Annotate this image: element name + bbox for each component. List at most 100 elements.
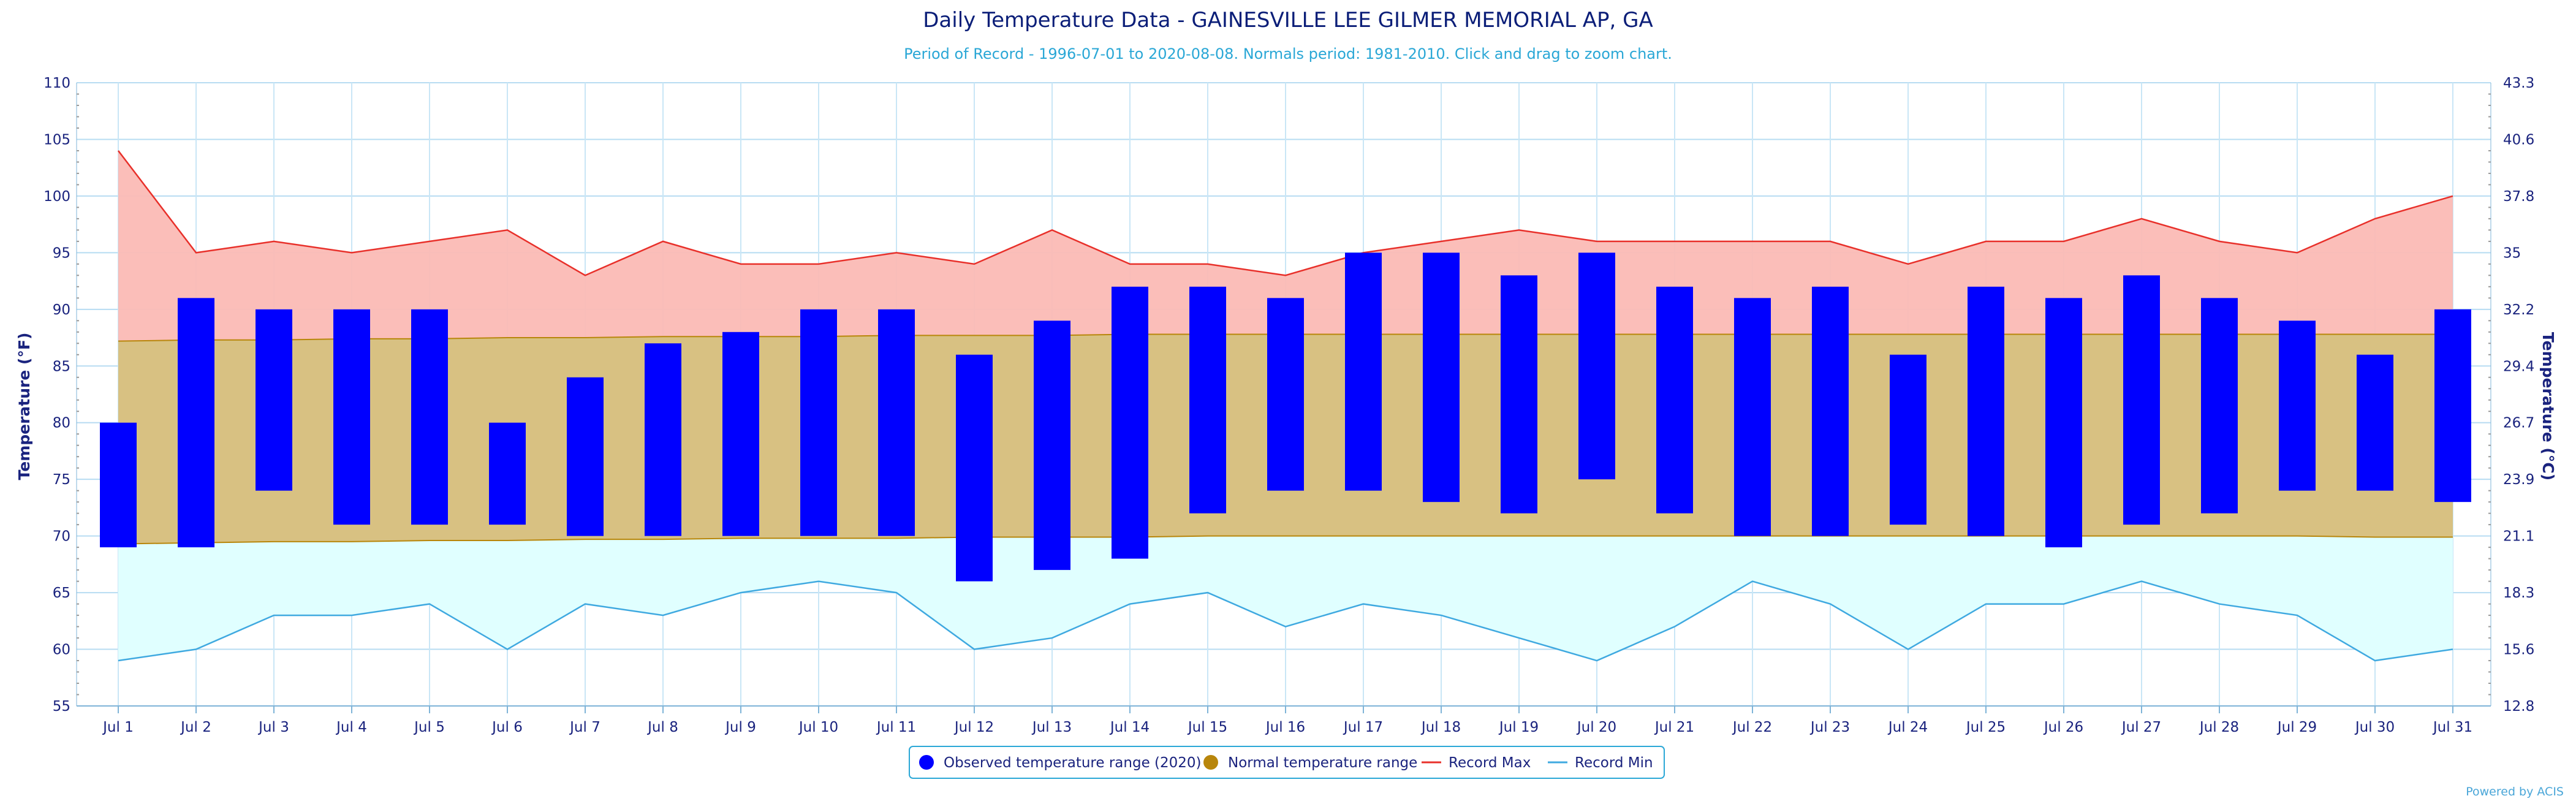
x-tick-label: Jul 20 <box>1576 719 1616 735</box>
x-tick-label: Jul 31 <box>2432 719 2472 735</box>
y2-tick-label: 12.8 <box>2503 699 2534 715</box>
observed-range-bar[interactable] <box>1812 286 1849 536</box>
legend-box <box>909 746 1665 779</box>
observed-range-bar[interactable] <box>956 354 993 582</box>
observed-range-bar[interactable] <box>1189 286 1226 514</box>
legend-item[interactable]: Record Min <box>1548 755 1653 771</box>
observed-range-bar[interactable] <box>489 422 526 525</box>
y2-tick-label: 26.7 <box>2503 415 2534 431</box>
x-tick-label: Jul 12 <box>953 719 994 735</box>
observed-range-bar[interactable] <box>645 343 681 536</box>
observed-range-bar[interactable] <box>411 309 448 525</box>
y2-tick-label: 37.8 <box>2503 189 2534 205</box>
y2-tick-label: 21.1 <box>2503 529 2534 545</box>
observed-range-bar[interactable] <box>2279 320 2316 491</box>
y-tick-label: 70 <box>53 529 70 545</box>
y-tick-label: 85 <box>53 358 70 374</box>
y-tick-label: 65 <box>53 585 70 601</box>
y2-tick-label: 40.6 <box>2503 132 2534 148</box>
y2-tick-label: 32.2 <box>2503 302 2534 318</box>
y-tick-label: 105 <box>44 132 70 148</box>
legend-item[interactable]: Normal temperature range <box>1203 755 1417 771</box>
observed-range-bar[interactable] <box>100 422 137 548</box>
chart-title: Daily Temperature Data - GAINESVILLE LEE… <box>923 8 1653 32</box>
observed-range-bar[interactable] <box>2045 298 2082 548</box>
observed-range-bar[interactable] <box>1501 275 1537 514</box>
observed-range-bar[interactable] <box>178 298 214 548</box>
x-tick-label: Jul 18 <box>1420 719 1461 735</box>
x-tick-label: Jul 28 <box>2199 719 2239 735</box>
x-tick-label: Jul 6 <box>491 719 523 735</box>
x-tick-label: Jul 1 <box>102 719 134 735</box>
x-tick-label: Jul 23 <box>1809 719 1850 735</box>
x-tick-label: Jul 7 <box>569 719 600 735</box>
legend[interactable]: Observed temperature range (2020) Normal … <box>909 746 1665 779</box>
y2-tick-label: 15.6 <box>2503 642 2534 658</box>
x-tick-label: Jul 14 <box>1109 719 1150 735</box>
observed-range-bar[interactable] <box>256 309 292 491</box>
chart-subtitle: Period of Record - 1996-07-01 to 2020-08… <box>904 45 1672 63</box>
x-tick-label: Jul 27 <box>2121 719 2161 735</box>
observed-range-bar[interactable] <box>2434 309 2471 502</box>
x-axis-ticks: Jul 1 Jul 2 Jul 3 Jul 4 Jul 5 Jul 6 Jul 7 Jul 8… <box>102 719 2472 735</box>
y2-tick-label: 35 <box>2503 245 2521 261</box>
x-tick-label: Jul 29 <box>2276 719 2317 735</box>
observed-range-bar[interactable] <box>2201 298 2238 514</box>
observed-range-bar[interactable] <box>878 309 915 536</box>
observed-range-bar[interactable] <box>722 332 759 536</box>
x-tick-label: Jul 30 <box>2354 719 2395 735</box>
legend-label: Normal temperature range <box>1228 755 1417 771</box>
legend-item[interactable]: Record Max <box>1422 755 1531 771</box>
x-tick-label: Jul 3 <box>257 719 289 735</box>
observed-range-bar[interactable] <box>1423 252 1460 502</box>
x-tick-label: Jul 25 <box>1965 719 2006 735</box>
axes <box>76 83 2491 713</box>
observed-range-bar[interactable] <box>1345 252 1382 491</box>
observed-range-bar[interactable] <box>2357 354 2393 491</box>
x-tick-label: Jul 2 <box>180 719 211 735</box>
observed-range-bar[interactable] <box>1267 298 1304 491</box>
y2-tick-label: 18.3 <box>2503 585 2534 601</box>
x-tick-label: Jul 13 <box>1031 719 1072 735</box>
x-tick-label: Jul 26 <box>2043 719 2083 735</box>
y-tick-label: 80 <box>53 415 70 431</box>
legend-symbol-circle <box>919 755 934 770</box>
y-axis-right-ticks: 12.8 15.6 18.3 21.1 23.9 26.7 29.4 32.2 35 37.8 40… <box>2503 75 2534 715</box>
y-tick-label: 95 <box>53 245 70 261</box>
observed-range-bar[interactable] <box>800 309 837 536</box>
y-axis-right-label: Temperature (°C) <box>2539 332 2557 480</box>
observed-range-bar[interactable] <box>1968 286 2004 536</box>
y-axis-left-ticks: 55 60 65 70 75 80 85 90 95 100 105 110 <box>44 75 70 715</box>
observed-range-bar[interactable] <box>567 377 604 536</box>
credits-link[interactable]: Powered by ACIS <box>2466 785 2564 798</box>
observed-range-bar[interactable] <box>1112 286 1148 559</box>
y2-tick-label: 23.9 <box>2503 472 2534 488</box>
observed-range-bar[interactable] <box>333 309 370 525</box>
x-tick-label: Jul 24 <box>1887 719 1928 735</box>
observed-range-bar[interactable] <box>1578 252 1615 480</box>
x-tick-label: Jul 16 <box>1265 719 1305 735</box>
legend-item[interactable]: Observed temperature range (2020) <box>919 755 1202 771</box>
observed-range-bar[interactable] <box>2123 275 2160 525</box>
y-tick-label: 55 <box>53 699 70 715</box>
legend-label: Observed temperature range (2020) <box>944 755 1202 771</box>
y-tick-label: 110 <box>44 75 70 91</box>
y2-tick-label: 29.4 <box>2503 358 2534 374</box>
x-tick-label: Jul 17 <box>1343 719 1383 735</box>
x-tick-label: Jul 11 <box>876 719 916 735</box>
observed-range-bar[interactable] <box>1734 298 1771 536</box>
observed-bars <box>100 252 2471 582</box>
y-tick-label: 100 <box>44 189 70 205</box>
observed-range-bar[interactable] <box>1656 286 1693 514</box>
observed-range-bar[interactable] <box>1034 320 1070 571</box>
y-tick-label: 60 <box>53 642 70 658</box>
x-tick-label: Jul 4 <box>335 719 367 735</box>
x-tick-label: Jul 19 <box>1498 719 1539 735</box>
x-tick-label: Jul 8 <box>646 719 678 735</box>
x-tick-label: Jul 21 <box>1654 719 1694 735</box>
x-tick-label: Jul 5 <box>413 719 445 735</box>
record-max-line <box>118 150 2453 276</box>
x-tick-label: Jul 9 <box>724 719 756 735</box>
observed-range-bar[interactable] <box>1890 354 1926 525</box>
